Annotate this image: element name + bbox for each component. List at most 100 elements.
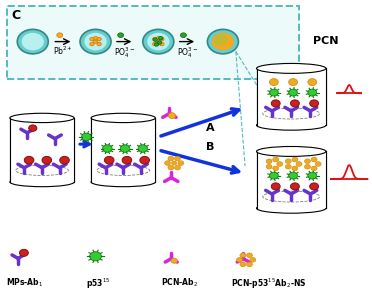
Circle shape	[271, 183, 280, 190]
Circle shape	[81, 133, 91, 141]
Circle shape	[157, 41, 162, 44]
Circle shape	[57, 33, 62, 38]
Circle shape	[305, 159, 311, 164]
Circle shape	[273, 166, 279, 171]
Text: PO$_4^{3-}$: PO$_4^{3-}$	[177, 45, 198, 60]
Circle shape	[29, 125, 37, 131]
Circle shape	[147, 33, 170, 50]
Circle shape	[311, 157, 317, 162]
Circle shape	[310, 183, 318, 190]
Circle shape	[154, 43, 158, 46]
Text: PO$_4^{3-}$: PO$_4^{3-}$	[114, 45, 135, 60]
Circle shape	[285, 164, 291, 169]
Circle shape	[180, 33, 186, 38]
Circle shape	[247, 253, 253, 258]
Circle shape	[168, 156, 174, 161]
Circle shape	[178, 161, 184, 165]
Circle shape	[153, 42, 157, 46]
Circle shape	[269, 89, 278, 96]
Circle shape	[168, 113, 176, 118]
Circle shape	[174, 156, 180, 161]
Circle shape	[160, 37, 164, 41]
Circle shape	[153, 37, 157, 41]
Circle shape	[143, 29, 174, 54]
Circle shape	[164, 161, 170, 165]
Circle shape	[289, 79, 298, 86]
Circle shape	[296, 162, 302, 166]
Circle shape	[93, 36, 98, 40]
Circle shape	[174, 165, 180, 170]
Text: B: B	[206, 142, 215, 152]
Circle shape	[171, 258, 177, 263]
Text: C: C	[12, 9, 21, 22]
Circle shape	[103, 145, 112, 152]
Circle shape	[289, 172, 298, 179]
Circle shape	[315, 162, 321, 166]
Circle shape	[97, 37, 101, 41]
Circle shape	[208, 29, 238, 54]
Circle shape	[160, 42, 164, 46]
Circle shape	[90, 42, 94, 46]
Circle shape	[90, 252, 102, 261]
Circle shape	[120, 145, 130, 152]
Circle shape	[310, 100, 318, 107]
Circle shape	[271, 100, 280, 107]
Circle shape	[24, 156, 34, 164]
Circle shape	[84, 33, 107, 50]
Text: PCN: PCN	[313, 36, 339, 46]
Bar	[91, 118, 155, 182]
Circle shape	[214, 34, 228, 45]
Circle shape	[90, 37, 94, 41]
Circle shape	[105, 156, 114, 164]
Circle shape	[240, 262, 246, 267]
Bar	[10, 118, 74, 182]
Bar	[257, 68, 326, 125]
Circle shape	[97, 42, 101, 46]
Text: PCN-Ab$_2$: PCN-Ab$_2$	[161, 277, 198, 289]
Circle shape	[305, 164, 311, 169]
Circle shape	[269, 79, 278, 86]
Ellipse shape	[257, 120, 326, 130]
Text: PCN-p53$^{15}$Ab$_2$-NS: PCN-p53$^{15}$Ab$_2$-NS	[231, 277, 307, 291]
Circle shape	[240, 253, 246, 258]
Circle shape	[308, 79, 317, 86]
Ellipse shape	[91, 113, 155, 123]
Circle shape	[156, 36, 160, 40]
Bar	[257, 152, 326, 208]
Circle shape	[22, 33, 44, 50]
Circle shape	[266, 159, 272, 164]
Circle shape	[311, 166, 317, 171]
Ellipse shape	[10, 177, 74, 187]
Ellipse shape	[257, 203, 326, 213]
Text: MPs-Ab$_1$: MPs-Ab$_1$	[6, 277, 43, 289]
Ellipse shape	[257, 147, 326, 156]
Circle shape	[289, 89, 298, 96]
Circle shape	[122, 156, 132, 164]
Circle shape	[156, 40, 160, 43]
Ellipse shape	[91, 177, 155, 187]
Circle shape	[285, 159, 291, 164]
FancyBboxPatch shape	[7, 6, 299, 79]
Circle shape	[19, 249, 28, 256]
Bar	[257, 68, 326, 125]
Circle shape	[292, 166, 298, 171]
Circle shape	[158, 36, 163, 40]
Circle shape	[80, 29, 111, 54]
Circle shape	[273, 157, 279, 162]
Bar	[257, 152, 326, 208]
Ellipse shape	[257, 63, 326, 73]
Circle shape	[269, 172, 278, 179]
Circle shape	[153, 38, 157, 41]
Circle shape	[250, 258, 256, 262]
Circle shape	[308, 172, 317, 179]
Circle shape	[171, 161, 177, 165]
Circle shape	[237, 258, 243, 262]
Circle shape	[42, 156, 52, 164]
Circle shape	[291, 100, 299, 107]
Circle shape	[168, 165, 174, 170]
Circle shape	[212, 33, 234, 50]
Circle shape	[291, 183, 299, 190]
Text: Pb$^{2+}$: Pb$^{2+}$	[53, 45, 73, 57]
Circle shape	[247, 262, 253, 267]
Circle shape	[277, 162, 283, 166]
